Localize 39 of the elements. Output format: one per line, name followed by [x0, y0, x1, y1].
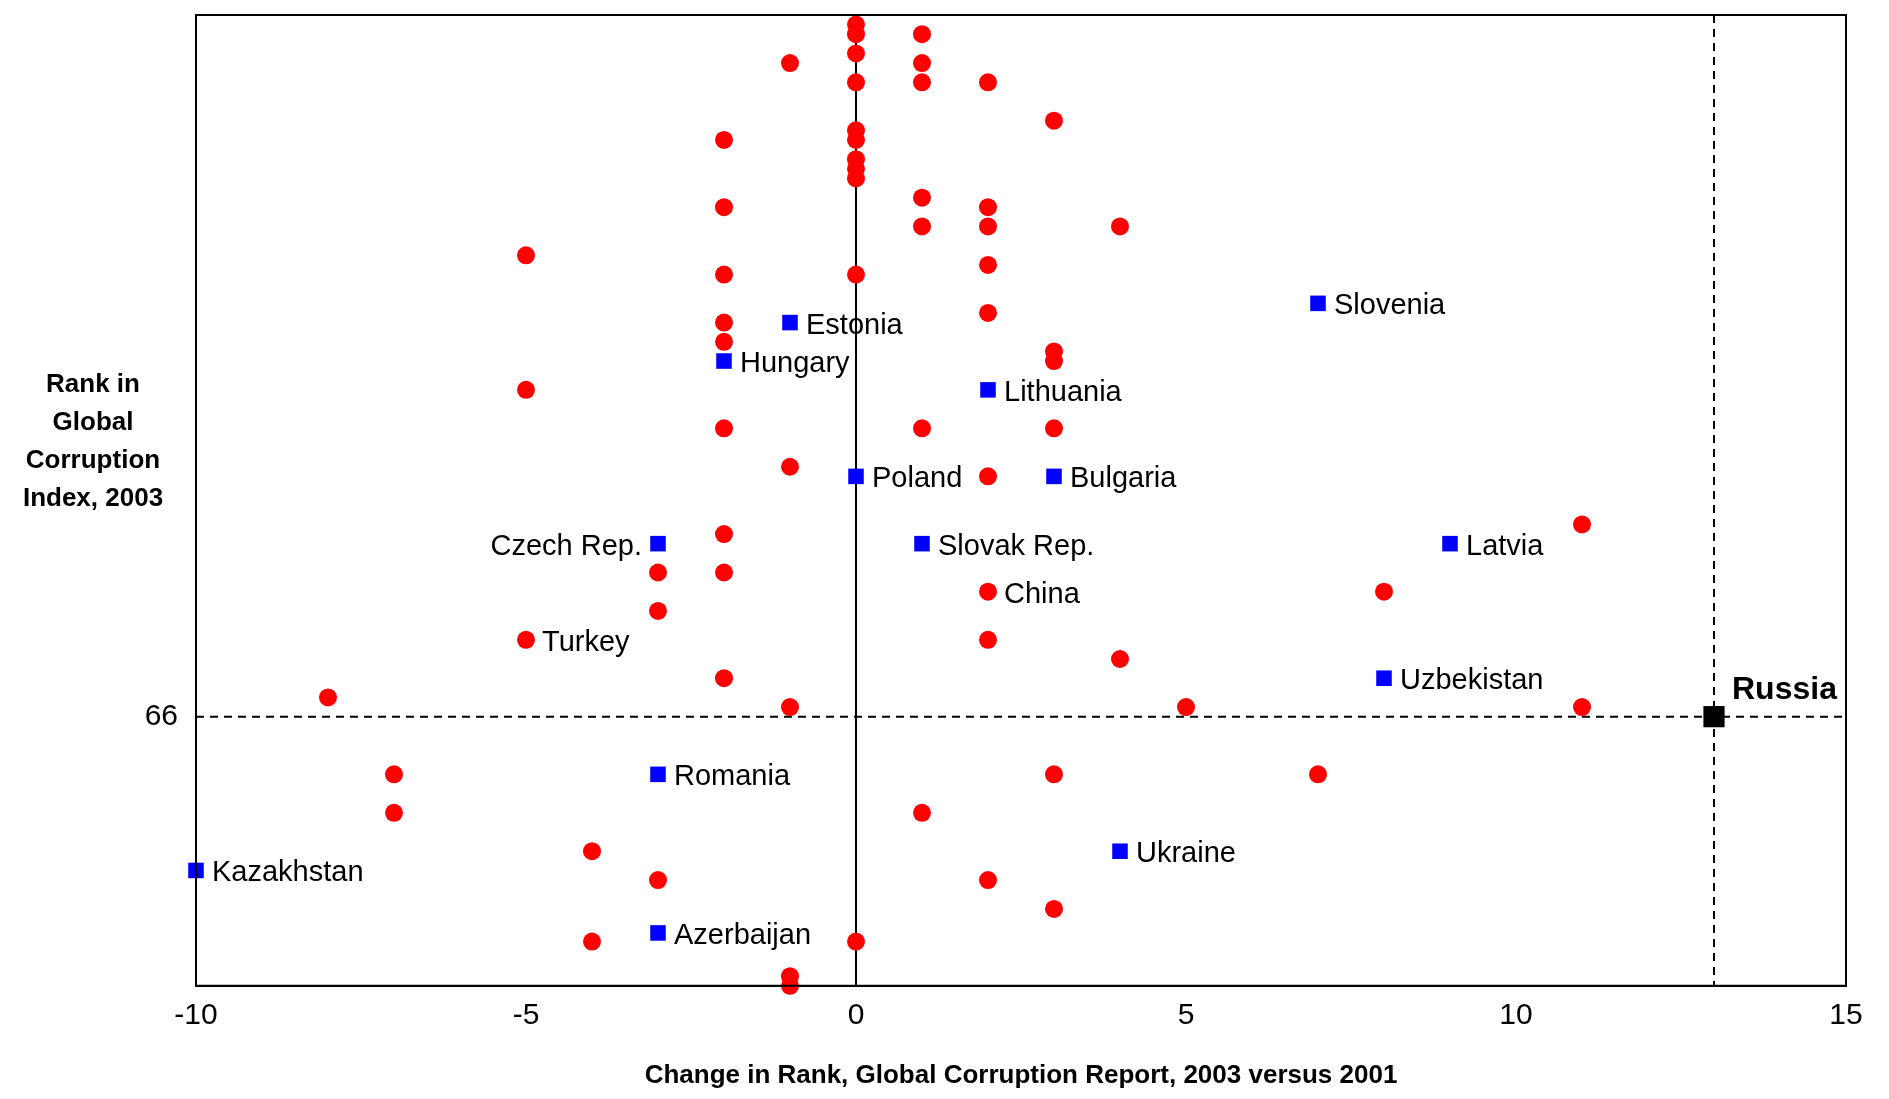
- point: [650, 766, 666, 783]
- annotation: Kazakhstan: [212, 855, 364, 888]
- point: [1376, 670, 1392, 686]
- point: [914, 535, 930, 552]
- x-tick-label: 0: [847, 997, 865, 1031]
- x-tick-label: -10: [174, 997, 218, 1031]
- annotation: Ukraine: [1136, 836, 1236, 869]
- point: [980, 382, 996, 398]
- x-tick-label: 15: [1829, 997, 1863, 1031]
- point: [716, 353, 732, 369]
- annotation: Hungary: [740, 346, 851, 379]
- annotation: Romania: [674, 759, 791, 792]
- point: [1046, 468, 1062, 485]
- point: [782, 314, 798, 331]
- point: [848, 468, 864, 485]
- point: [650, 925, 666, 941]
- annotation: Turkey: [542, 624, 631, 657]
- annotation: China: [1004, 576, 1081, 609]
- y-axis-title: Rank in Global Corruption Index, 2003: [22, 368, 164, 513]
- annotation: Latvia: [1466, 528, 1545, 561]
- annotation: Lithuania: [1004, 374, 1123, 407]
- point: [650, 535, 666, 552]
- annotation: Slovenia: [1334, 288, 1447, 321]
- x-axis-title: Change in Rank, Global Corruption Report, 2003 versus 2001: [644, 1058, 1398, 1089]
- annotation: Poland: [872, 461, 963, 494]
- annotation: Bulgaria: [1070, 461, 1178, 494]
- text: 66: [144, 697, 178, 731]
- point: [1112, 843, 1128, 860]
- point: [1310, 295, 1326, 312]
- series-label: Russia: [1732, 670, 1838, 707]
- annotation: Czech Rep.: [490, 528, 642, 561]
- x-tick-label: -5: [512, 997, 540, 1031]
- annotation: Azerbaijan: [674, 917, 812, 950]
- annotation: Slovak Rep.: [938, 528, 1095, 561]
- annotation: Uzbekistan: [1400, 663, 1544, 696]
- point: [1442, 535, 1458, 552]
- point: [1703, 706, 1725, 728]
- x-tick-label: 5: [1177, 997, 1195, 1031]
- x-tick-label: 10: [1499, 997, 1533, 1031]
